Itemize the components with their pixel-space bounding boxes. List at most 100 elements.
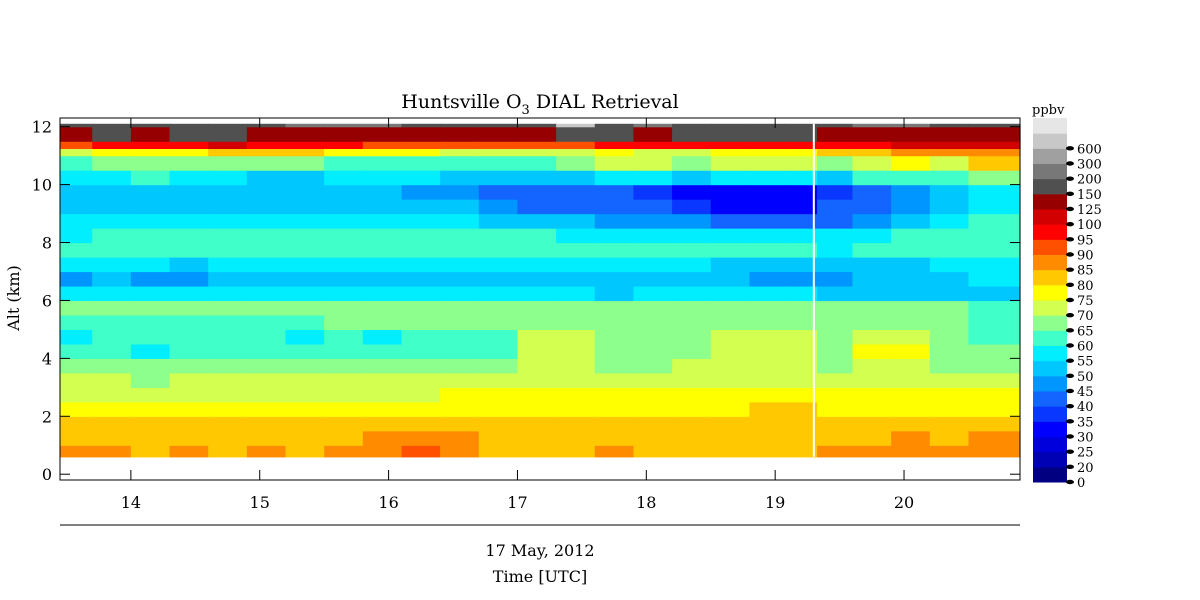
heatmap-cell <box>672 141 712 150</box>
colorbar-label: 65 <box>1077 324 1094 339</box>
heatmap-cell <box>440 213 480 229</box>
heatmap-cell <box>92 445 132 458</box>
y-tick-label: 6 <box>42 291 52 310</box>
heatmap-cell <box>324 358 364 374</box>
heatmap-cell <box>285 372 325 388</box>
heatmap-cell <box>633 416 673 432</box>
heatmap-cell <box>246 343 287 359</box>
heatmap-cell <box>817 228 854 244</box>
heatmap-cell <box>710 314 750 331</box>
heatmap-cell <box>784 199 818 215</box>
colorbar-label: 100 <box>1077 218 1102 233</box>
heatmap-cell <box>440 329 480 345</box>
heatmap-cells <box>60 123 1021 458</box>
heatmap-cell <box>478 358 519 374</box>
chart-title: Huntsville O3 DIAL Retrieval <box>401 91 678 118</box>
heatmap-cell <box>401 141 441 150</box>
colorbar-tick <box>1066 464 1074 470</box>
heatmap-cell <box>517 271 557 287</box>
colorbar-swatch <box>1033 209 1067 225</box>
colorbar-swatch <box>1033 436 1067 453</box>
heatmap-cell <box>208 199 248 215</box>
heatmap-cell <box>817 148 854 157</box>
heatmap-cell <box>208 148 248 157</box>
heatmap-cell <box>556 170 596 186</box>
heatmap-cell <box>891 228 931 244</box>
heatmap-cell <box>749 242 786 258</box>
heatmap-cell <box>784 314 818 331</box>
heatmap-cell <box>710 170 750 186</box>
heatmap-cell <box>852 401 892 417</box>
colorbar-label: 95 <box>1077 233 1094 248</box>
heatmap-cell <box>60 257 93 273</box>
heatmap-cell <box>246 329 287 345</box>
heatmap-cell <box>556 242 596 258</box>
heatmap-cell <box>246 416 287 432</box>
heatmap-cell <box>852 184 892 200</box>
heatmap-cell <box>285 401 325 417</box>
heatmap-cell <box>324 155 364 171</box>
heatmap-cell <box>852 228 892 244</box>
heatmap-cell <box>710 213 750 229</box>
heatmap-cell <box>517 445 557 458</box>
colorbar-swatch <box>1033 254 1067 271</box>
colorbar-label: 80 <box>1077 279 1094 294</box>
heatmap-cell <box>362 199 403 215</box>
heatmap-cell <box>817 387 854 403</box>
colorbar-tick <box>1066 237 1074 242</box>
heatmap-cell <box>749 257 786 273</box>
heatmap-cell <box>817 430 854 446</box>
heatmap-cell <box>92 123 132 128</box>
heatmap-cell <box>169 170 209 186</box>
heatmap-cell <box>362 387 403 403</box>
heatmap-cell <box>891 430 931 446</box>
heatmap-cell <box>169 199 209 215</box>
heatmap-cell <box>324 314 364 331</box>
heatmap-cell <box>852 170 892 186</box>
colorbar-swatch <box>1033 193 1067 210</box>
heatmap-cell <box>672 123 712 128</box>
x-tick-labels: 14 15 16 17 18 19 20 <box>121 493 915 512</box>
heatmap-cell <box>285 271 325 287</box>
heatmap-cell <box>478 257 519 273</box>
heatmap-cell <box>362 271 403 287</box>
heatmap-cell <box>169 141 209 150</box>
heatmap-cell <box>929 170 970 186</box>
heatmap-cell <box>517 358 557 374</box>
heatmap-cell <box>929 141 970 150</box>
colorbar-label: 20 <box>1077 461 1094 476</box>
heatmap-cell <box>594 416 635 432</box>
heatmap-cell <box>891 242 931 258</box>
heatmap-cell <box>401 387 441 403</box>
heatmap-cell <box>401 126 441 142</box>
heatmap-cell <box>594 445 635 458</box>
heatmap-cell <box>440 358 480 374</box>
heatmap-cell <box>60 401 93 417</box>
heatmap-cell <box>968 213 1021 229</box>
heatmap-cell <box>968 387 1021 403</box>
heatmap-cell <box>852 126 892 142</box>
heatmap-cell <box>92 242 132 258</box>
heatmap-cell <box>672 242 712 258</box>
heatmap-cell <box>968 126 1021 142</box>
heatmap-cell <box>517 285 557 302</box>
heatmap-cell <box>92 271 132 287</box>
heatmap-cell <box>633 155 673 171</box>
colorbar-swatch <box>1033 118 1067 134</box>
heatmap-cell <box>401 199 441 215</box>
colorbar-tick <box>1066 146 1074 151</box>
heatmap-cell <box>60 445 93 458</box>
colorbar-tick <box>1066 282 1074 288</box>
heatmap-cell <box>594 358 635 374</box>
heatmap-cell <box>556 184 596 200</box>
heatmap-cell <box>594 123 635 128</box>
heatmap-cell <box>929 445 970 458</box>
heatmap-cell <box>440 372 480 388</box>
heatmap-cell <box>285 199 325 215</box>
heatmap-cell <box>672 358 712 374</box>
heatmap-cell <box>633 372 673 388</box>
heatmap-cell <box>929 213 970 229</box>
heatmap-cell <box>852 430 892 446</box>
heatmap-cell <box>401 329 441 345</box>
heatmap-cell <box>130 148 171 157</box>
